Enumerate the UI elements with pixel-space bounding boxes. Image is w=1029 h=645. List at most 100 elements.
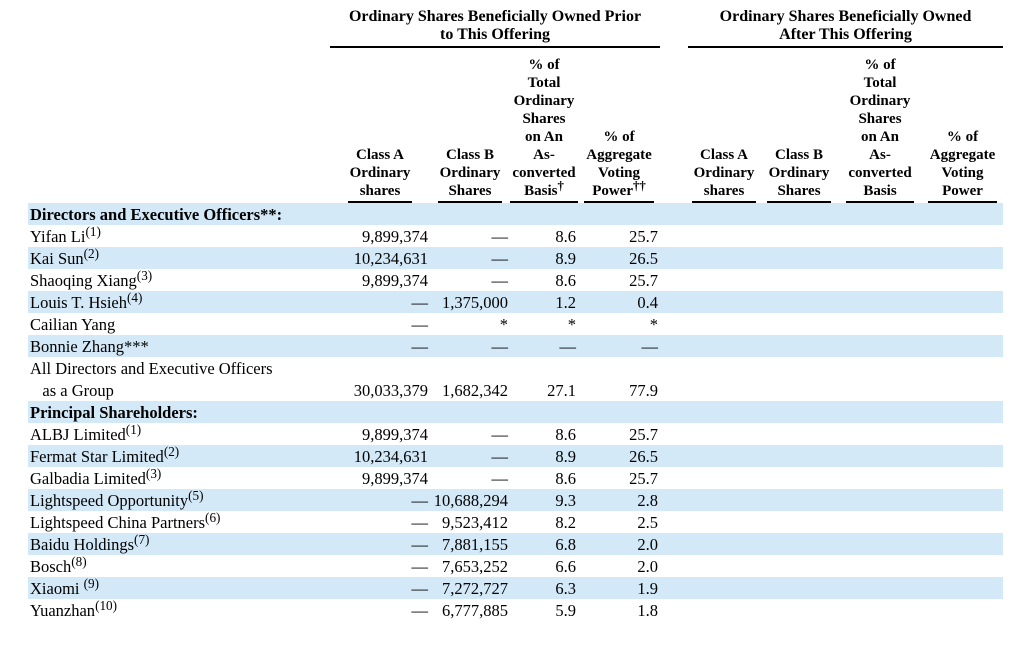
table-row: All Directors and Executive Officers as … [28,357,1003,401]
value-cell [760,225,838,247]
value-cell [760,533,838,555]
value-cell [838,555,922,577]
value-cell [510,203,578,225]
value-cell [838,467,922,489]
footnote-reference: (9) [83,575,100,591]
value-cell: — [411,534,429,554]
table-row: Yifan Li(1) 9,899,374 — 8.6 25.7 [28,225,1003,247]
table-row: Kai Sun(2) 10,234,631 — 8.9 26.5 [28,245,1004,269]
footnote-reference: (3) [136,267,153,283]
shareholder-name-cell: Xiaomi (9) [30,575,100,598]
value-cell [838,577,922,599]
value-cell: 6.3 [555,578,576,598]
value-cell [922,247,1003,269]
value-cell [922,445,1003,467]
shareholder-name-cell: Shaoqing Xiang(3) [30,267,153,290]
value-cell: 9,899,374 [362,226,428,246]
value-cell [430,203,510,225]
value-cell: 8.6 [555,226,576,246]
value-cell [838,489,922,511]
value-cell: 1.9 [637,578,659,598]
value-cell [330,401,430,423]
value-cell: * [567,314,576,334]
value-cell [838,269,922,291]
value-cell [760,401,838,423]
value-cell [688,599,760,621]
name-column-header-blank [28,8,330,203]
shareholder-name-cell: Baidu Holdings(7) [30,531,150,554]
value-cell [760,445,838,467]
value-cell [688,269,760,291]
value-cell [838,599,922,621]
col-header-label: % of Aggregate Voting Power [586,129,652,199]
col-header-pct-voting-prior: % of Aggregate Voting Power†† [578,47,660,203]
value-cell [688,445,760,467]
value-cell [688,489,760,511]
column-gap [660,511,688,533]
value-cell [760,357,838,401]
value-cell: 9,523,412 [442,512,508,532]
value-cell [838,511,922,533]
value-cell [688,357,760,401]
value-cell [330,203,430,225]
value-cell [760,335,838,357]
value-cell [838,291,922,313]
value-cell [688,401,760,423]
value-cell: 9,899,374 [362,468,428,488]
table-row: Principal Shareholders: [28,401,1004,423]
shareholder-name-cell: Lightspeed China Partners(6) [30,509,221,532]
col-group-prior: Ordinary Shares Beneficially Owned Prior… [330,8,661,48]
column-gap [660,555,688,577]
column-gap [660,269,688,291]
value-cell [922,225,1003,247]
col-header-label: % of Aggregate Voting Power [929,129,996,199]
value-cell: 1.2 [555,292,576,312]
shareholder-name-cell: Directors and Executive Officers**: [30,204,283,224]
group-header-row: Ordinary Shares Beneficially Owned Prior… [28,8,1004,48]
value-cell [922,357,1003,401]
shareholder-name-cell: Yifan Li(1) [30,223,101,246]
value-cell: 10,234,631 [353,446,428,466]
table-row: Lightspeed Opportunity(5) —10,688,294 9.3 2… [28,487,1004,511]
column-gap [660,203,688,225]
value-cell: 25.7 [629,468,659,488]
value-cell [838,533,922,555]
value-cell: 1.8 [637,600,659,620]
value-cell [838,313,922,335]
shareholder-name-cell: Lightspeed Opportunity(5) [30,487,204,510]
col-header-class-b-prior: Class B Ordinary Shares [430,47,510,203]
value-cell: 25.7 [629,424,659,444]
value-cell: 26.5 [629,446,659,466]
footnote-reference: (1) [85,223,101,239]
value-cell: 8.9 [555,446,576,466]
value-cell [838,401,922,423]
value-cell [688,203,760,225]
value-cell [760,269,838,291]
value-cell: — [411,600,429,620]
col-header-pct-converted-after: % of Total Ordinary Shares on An As- con… [838,47,922,203]
footnote-reference: (6) [205,509,221,525]
footnote-reference: (2) [83,245,100,261]
column-gap [660,599,688,621]
value-cell [922,401,1003,423]
column-gap [660,467,688,489]
value-cell: * [649,314,659,334]
value-cell [688,555,760,577]
col-group-after: Ordinary Shares Beneficially Owned After… [688,8,1004,48]
value-cell: 26.5 [629,248,659,268]
value-cell [688,313,760,335]
value-cell [688,247,760,269]
value-cell: 8.2 [555,512,576,532]
table-body: Directors and Executive Officers**: Yifan… [28,203,1004,621]
value-cell [510,401,578,423]
value-cell: — [411,336,429,356]
value-cell [838,203,922,225]
value-cell: 8.6 [555,424,576,444]
table-row: Bonnie Zhang*** — — — — [28,335,1004,357]
column-gap [660,423,688,445]
value-cell [688,423,760,445]
footnote-reference: (4) [127,289,143,305]
col-header-pct-voting-after: % of Aggregate Voting Power [922,47,1003,203]
table-row: Yuanzhan(10) — 6,777,885 5.9 1.8 [28,599,1003,621]
value-cell [922,269,1003,291]
